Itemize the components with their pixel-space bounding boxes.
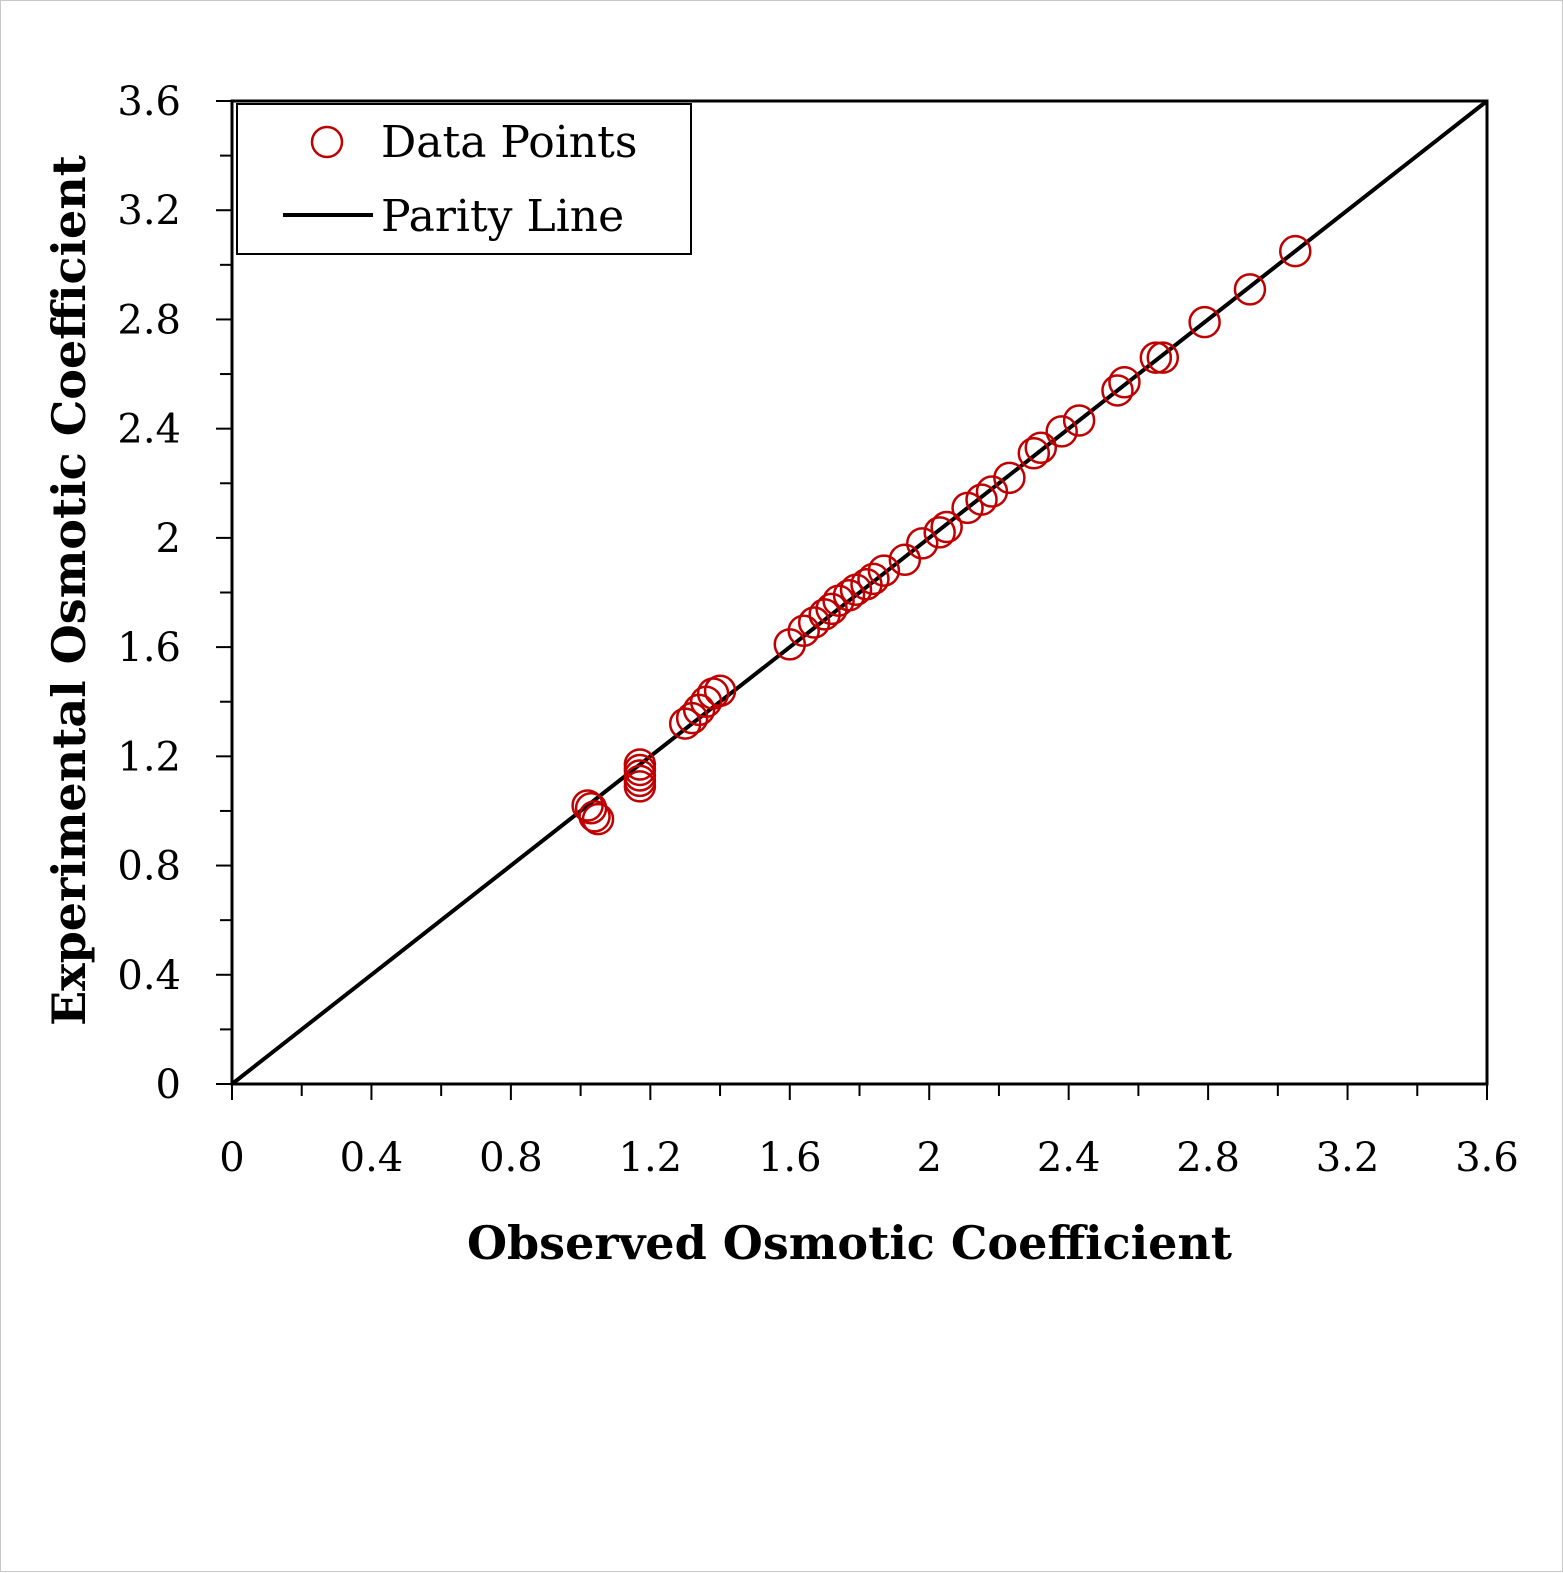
data-point [1045, 415, 1078, 448]
data-point [867, 554, 901, 587]
legend: Data Points Parity Line [236, 103, 692, 255]
legend-label-parity-line: Parity Line [381, 191, 624, 242]
data-point [581, 802, 615, 836]
data-point [1101, 374, 1134, 407]
y-tick-label: 1.2 [117, 734, 181, 780]
data-point [703, 674, 737, 708]
legend-box [236, 103, 692, 255]
data-point [787, 614, 820, 647]
data-point [1139, 341, 1173, 374]
y-tick-label: 2.4 [117, 407, 181, 453]
axis-tick-labels: 0 0.4 0.8 1.2 1.6 2 2.4 2.8 3.2 3.6 0 0.4 0.8 1.2 1.6 2… [117, 79, 1518, 1181]
legend-label-data-points: Data Points [381, 117, 637, 168]
data-point [832, 578, 866, 612]
y-axis-title: Experimental Osmotic Coefficient [42, 154, 96, 1026]
x-tick-label: 3.2 [1316, 1135, 1380, 1181]
data-point [888, 543, 922, 576]
legend-marker-data-points [310, 125, 344, 159]
data-point [1146, 341, 1180, 374]
data-point [1017, 436, 1051, 470]
x-tick-label: 2.4 [1037, 1135, 1101, 1181]
plot-marks [230, 99, 1489, 1086]
x-tick-label: 0.4 [340, 1135, 404, 1181]
y-tick-label: 3.2 [117, 188, 181, 234]
y-tick-label: 3.6 [117, 79, 181, 125]
x-tick-label: 0 [219, 1135, 244, 1181]
parity-line [230, 99, 1489, 1086]
y-tick-label: 0 [156, 1062, 181, 1108]
x-tick-label: 1.6 [758, 1135, 822, 1181]
data-point [965, 483, 998, 516]
data-point [623, 748, 657, 781]
y-tick-label: 2 [156, 516, 181, 562]
x-tick-label: 2 [916, 1135, 941, 1181]
data-point [1188, 305, 1221, 339]
data-point [1062, 404, 1096, 437]
x-axis-title: Observed Osmotic Coefficient [467, 1216, 1233, 1270]
data-point [930, 510, 963, 544]
data-point [857, 562, 890, 596]
y-tick-label: 0.4 [117, 953, 181, 999]
data-point [578, 800, 611, 833]
data-point [906, 527, 939, 560]
data-point [1279, 234, 1312, 268]
data-point [1108, 365, 1141, 399]
data-point [993, 461, 1026, 495]
y-tick-label: 2.8 [117, 297, 181, 343]
y-tick-label: 1.6 [117, 625, 181, 671]
data-point [1233, 273, 1267, 306]
x-tick-label: 3.6 [1455, 1135, 1519, 1181]
y-tick-label: 0.8 [117, 844, 181, 890]
x-tick-label: 2.8 [1176, 1135, 1240, 1181]
data-point [1024, 431, 1058, 465]
data-point [923, 516, 956, 549]
axis-ticks [216, 100, 1488, 1100]
x-tick-label: 1.2 [619, 1135, 683, 1181]
x-tick-label: 0.8 [479, 1135, 543, 1181]
